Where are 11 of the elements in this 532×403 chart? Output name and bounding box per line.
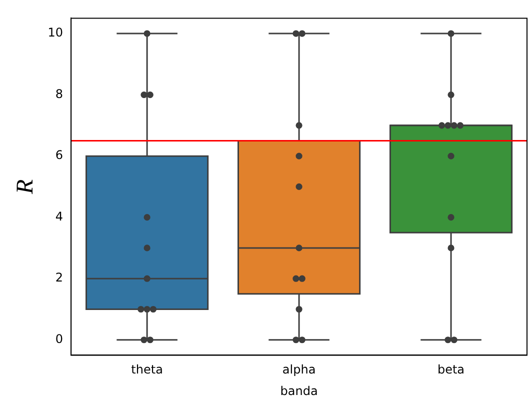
y-tick-label: 4	[55, 209, 64, 224]
y-tick-label: 2	[55, 270, 64, 285]
x-tick-label: theta	[131, 362, 163, 377]
y-tick-label: 6	[55, 148, 64, 162]
x-tick-label: alpha	[282, 362, 316, 377]
y-axis-title: R	[12, 179, 39, 196]
x-tick-label: beta	[437, 362, 465, 377]
y-tick-label: 8	[55, 86, 64, 101]
x-axis-title: banda	[280, 384, 318, 398]
y-tick-label: 10	[48, 26, 64, 40]
y-tick-label: 0	[55, 332, 64, 346]
